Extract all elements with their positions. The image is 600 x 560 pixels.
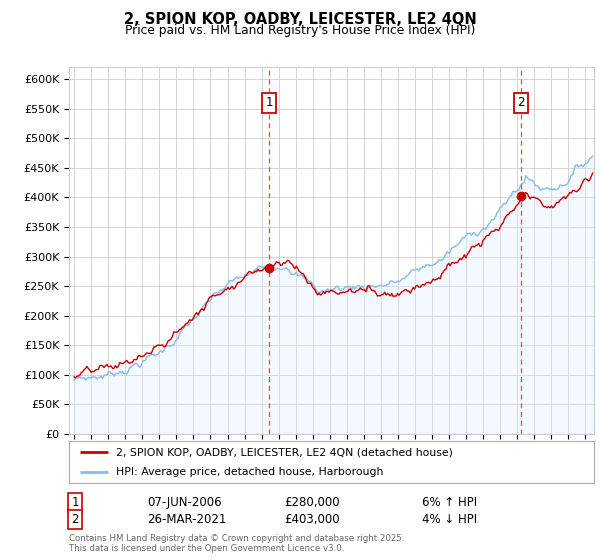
Text: Price paid vs. HM Land Registry's House Price Index (HPI): Price paid vs. HM Land Registry's House … xyxy=(125,24,475,37)
Text: 2: 2 xyxy=(517,96,525,109)
Text: 26-MAR-2021: 26-MAR-2021 xyxy=(147,513,226,526)
Text: 2: 2 xyxy=(71,513,79,526)
Text: 2, SPION KOP, OADBY, LEICESTER, LE2 4QN (detached house): 2, SPION KOP, OADBY, LEICESTER, LE2 4QN … xyxy=(116,447,453,458)
Text: 6% ↑ HPI: 6% ↑ HPI xyxy=(422,496,478,510)
Text: 1: 1 xyxy=(265,96,273,109)
Text: 07-JUN-2006: 07-JUN-2006 xyxy=(147,496,221,510)
Text: £280,000: £280,000 xyxy=(284,496,340,510)
Text: Contains HM Land Registry data © Crown copyright and database right 2025.
This d: Contains HM Land Registry data © Crown c… xyxy=(69,534,404,553)
Text: £403,000: £403,000 xyxy=(284,513,340,526)
Text: 4% ↓ HPI: 4% ↓ HPI xyxy=(422,513,478,526)
Text: HPI: Average price, detached house, Harborough: HPI: Average price, detached house, Harb… xyxy=(116,467,383,477)
Text: 2, SPION KOP, OADBY, LEICESTER, LE2 4QN: 2, SPION KOP, OADBY, LEICESTER, LE2 4QN xyxy=(124,12,476,27)
Text: 1: 1 xyxy=(71,496,79,510)
